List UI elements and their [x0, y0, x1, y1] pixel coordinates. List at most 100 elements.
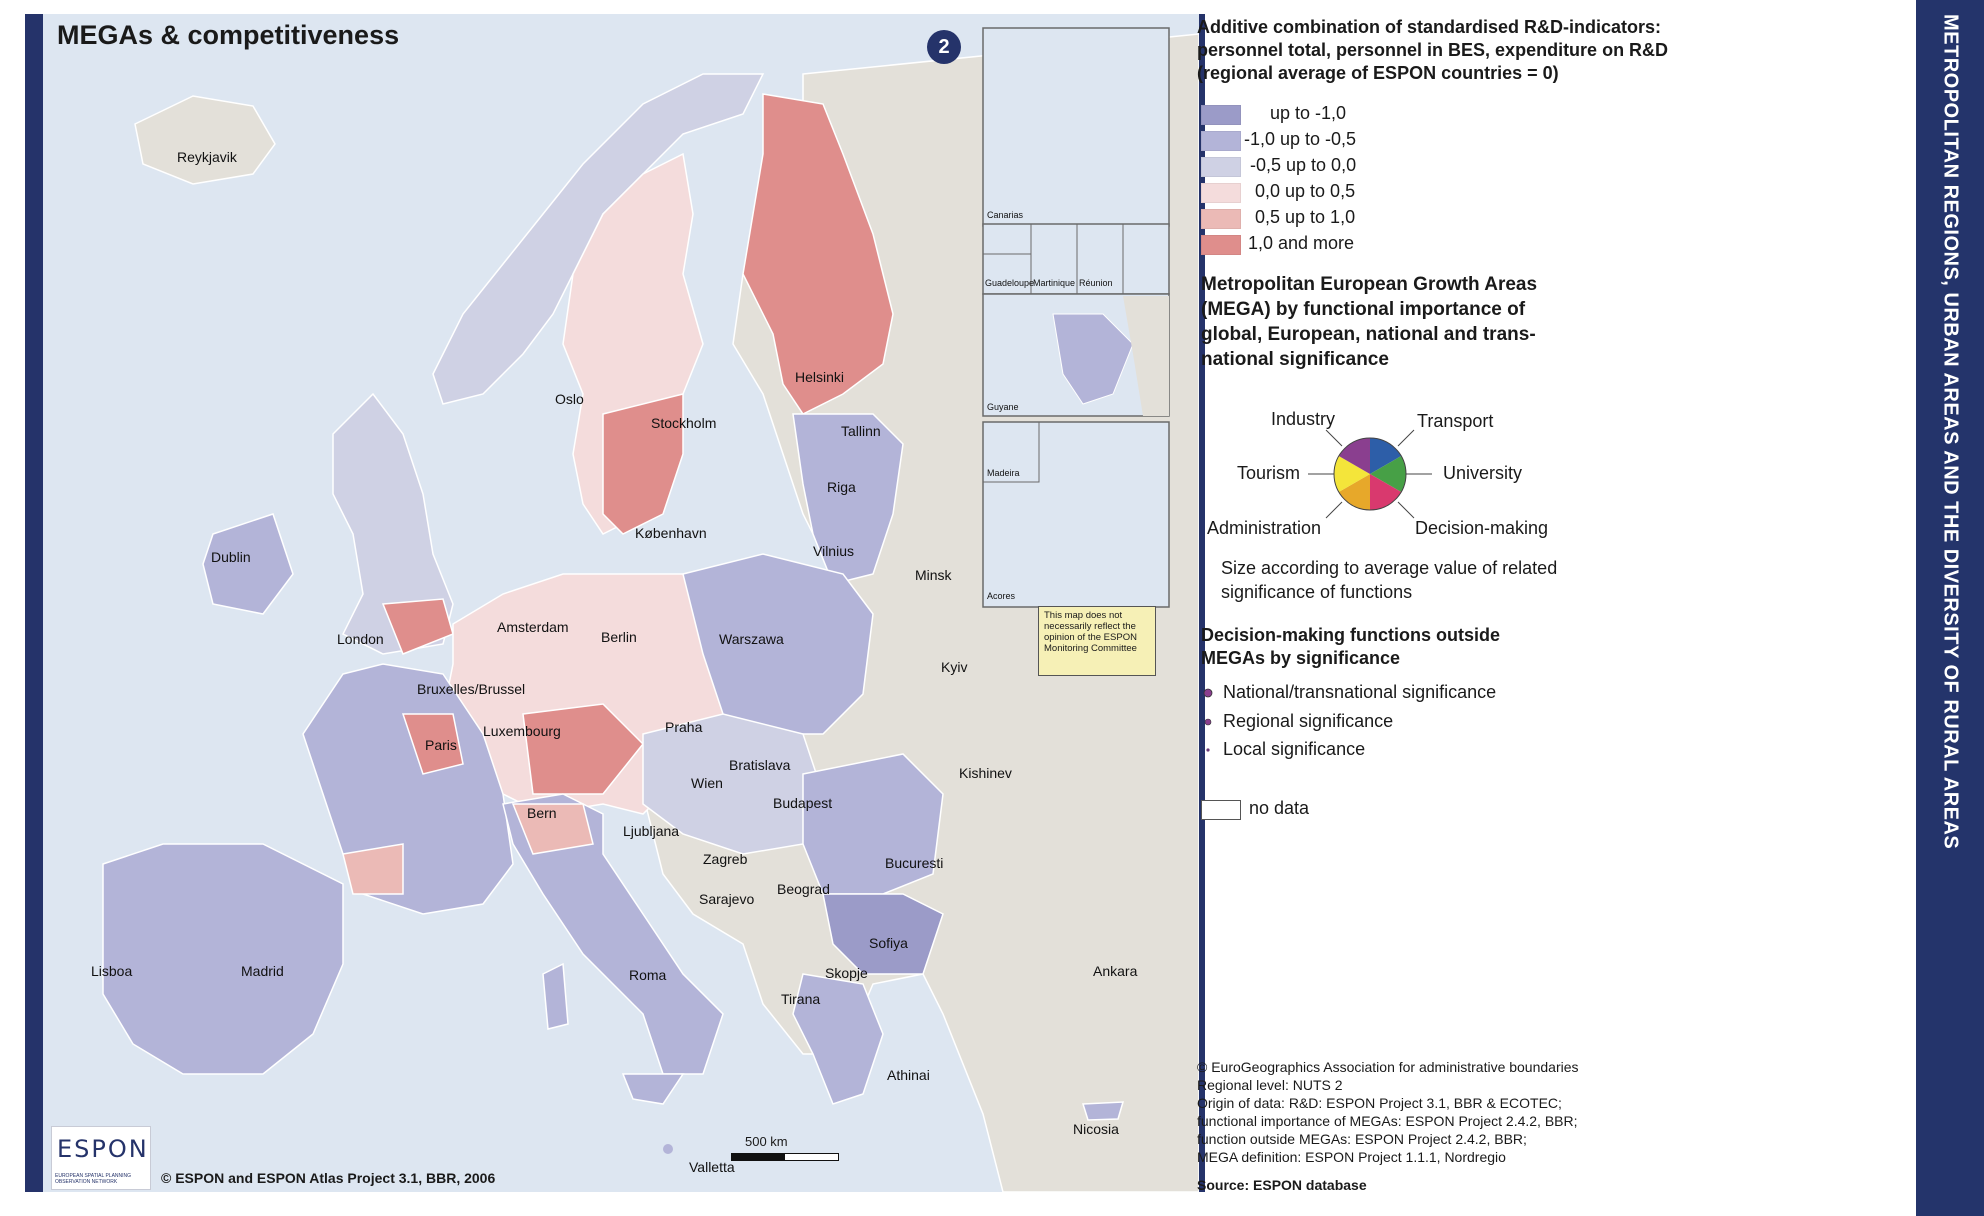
region-iberia	[102, 843, 344, 1075]
size-note: Size according to average value of relat…	[1221, 558, 1558, 602]
svg-text:Sofiya: Sofiya	[869, 935, 908, 951]
region-finland	[742, 93, 894, 415]
side-band-title: METROPOLITAN REGIONS, URBAN AREAS AND TH…	[1939, 14, 1962, 850]
svg-text:London: London	[337, 631, 384, 647]
class-swatch-1	[1201, 105, 1241, 125]
no-data-swatch	[1201, 800, 1241, 820]
region-baltics	[792, 413, 904, 585]
svg-text:Nicosia: Nicosia	[1073, 1121, 1119, 1137]
dm-item-regional: Regional significance	[1223, 711, 1394, 731]
region-italy	[502, 793, 724, 1075]
svg-text:Athinai: Athinai	[887, 1067, 930, 1083]
svg-text:Lisboa: Lisboa	[91, 963, 132, 979]
svg-text:Kishinev: Kishinev	[959, 765, 1012, 781]
espon-logo-subtitle: EUROPEAN SPATIAL PLANNING OBSERVATION NE…	[55, 1173, 132, 1185]
mega-legend-title: Metropolitan European Growth Areas (MEGA…	[1201, 274, 1538, 370]
pie-label-tourism: Tourism	[1237, 463, 1301, 483]
pie-slice-tourism	[1333, 456, 1370, 492]
svg-text:Zagreb: Zagreb	[703, 851, 748, 867]
espon-logo-word: ESPON	[57, 1135, 149, 1163]
map-copyright: © ESPON and ESPON Atlas Project 3.1, BBR…	[161, 1170, 496, 1186]
svg-text:Bucuresti: Bucuresti	[885, 855, 943, 871]
region-south-germany	[522, 703, 645, 795]
svg-text:Canarias: Canarias	[987, 210, 1024, 220]
region-ireland	[202, 513, 294, 615]
dm-markers	[1203, 688, 1213, 752]
island-sicily	[621, 1073, 685, 1105]
region-poland	[682, 553, 874, 735]
region-romania	[802, 753, 944, 895]
region-bulgaria	[822, 893, 944, 975]
region-north-italy	[511, 803, 594, 855]
map-title: MEGAs & competitiveness	[57, 20, 400, 50]
class-label-6: 1,0 and more	[1248, 233, 1355, 253]
svg-text:Ankara: Ankara	[1093, 963, 1138, 979]
svg-text:Riga: Riga	[827, 479, 856, 495]
dm-legend-title: Decision-making functions outside MEGAs …	[1201, 625, 1501, 668]
svg-text:Paris: Paris	[425, 737, 457, 753]
espon-logo: ESPON EUROPEAN SPATIAL PLANNING OBSERVAT…	[51, 1126, 151, 1190]
svg-text:Warszawa: Warszawa	[719, 631, 784, 647]
svg-text:Amsterdam: Amsterdam	[497, 619, 569, 635]
svg-text:Guadeloupe: Guadeloupe	[985, 278, 1034, 288]
pie-label-administration: Administration	[1207, 518, 1322, 538]
svg-text:Valletta: Valletta	[689, 1159, 735, 1175]
svg-text:Roma: Roma	[629, 967, 667, 983]
svg-text:Réunion: Réunion	[1079, 278, 1113, 288]
sheet-number-badge: 2	[927, 30, 961, 64]
svg-text:Stockholm: Stockholm	[651, 415, 716, 431]
dm-item-national: National/transnational significance	[1223, 682, 1497, 702]
island-malta	[663, 1144, 673, 1154]
svg-text:Oslo: Oslo	[555, 391, 584, 407]
class-label-5: 0,5 up to 1,0	[1255, 207, 1356, 227]
svg-text:Helsinki: Helsinki	[795, 369, 844, 385]
svg-text:Wien: Wien	[691, 775, 723, 791]
svg-text:Berlin: Berlin	[601, 629, 637, 645]
svg-text:Vilnius: Vilnius	[813, 543, 854, 559]
region-toulouse	[342, 843, 404, 895]
map-panel: Canarias Guadeloupe Martinique Réunion G…	[25, 14, 1205, 1192]
land-iceland	[134, 95, 276, 185]
svg-text:Guyane: Guyane	[987, 402, 1019, 412]
legend-panel: Additive combination of standardised R&D…	[1197, 0, 1897, 1216]
mega-pie-legend	[1308, 429, 1432, 519]
svg-text:Reykjavik: Reykjavik	[177, 149, 238, 165]
svg-text:Minsk: Minsk	[915, 567, 953, 583]
svg-text:Madrid: Madrid	[241, 963, 284, 979]
region-norway	[432, 73, 765, 405]
scale-bar	[731, 1153, 839, 1161]
class-label-4: 0,0 up to 0,5	[1255, 181, 1356, 201]
svg-text:Madeira: Madeira	[987, 468, 1020, 478]
region-south-sweden	[602, 393, 684, 535]
pie-label-industry: Industry	[1271, 409, 1336, 429]
class-swatch-4	[1201, 183, 1241, 203]
source-line: Source: ESPON database	[1197, 1177, 1367, 1193]
svg-text:Budapest: Budapest	[773, 795, 832, 811]
svg-text:Bruxelles/Brussel: Bruxelles/Brussel	[417, 681, 525, 697]
svg-text:Luxembourg: Luxembourg	[483, 723, 561, 739]
svg-text:Acores: Acores	[987, 591, 1016, 601]
island-cyprus	[1081, 1101, 1125, 1121]
svg-text:Skopje: Skopje	[825, 965, 868, 981]
credits: © EuroGeographics Association for admini…	[1197, 1059, 1579, 1165]
rd-legend-title: Additive combination of standardised R&D…	[1197, 17, 1669, 83]
class-label-2: -1,0 up to -0,5	[1244, 129, 1357, 149]
dm-item-local: Local significance	[1223, 739, 1366, 759]
pie-label-university: University	[1443, 463, 1523, 483]
region-uk	[332, 392, 454, 655]
class-swatch-6	[1201, 235, 1241, 255]
side-band: METROPOLITAN REGIONS, URBAN AREAS AND TH…	[1916, 0, 1984, 1216]
class-label-3: -0,5 up to 0,0	[1250, 155, 1357, 175]
class-swatch-5	[1201, 209, 1241, 229]
region-greece	[792, 973, 884, 1105]
class-label-1: up to -1,0	[1270, 103, 1347, 123]
city-labels: Reykjavik Oslo Stockholm Helsinki Tallin…	[91, 149, 1138, 1175]
pie-slice-university	[1370, 456, 1407, 492]
pie-label-transport: Transport	[1417, 411, 1494, 431]
disclaimer-box: This map does not necessarily reflect th…	[1038, 606, 1156, 676]
europe-map: Canarias Guadeloupe Martinique Réunion G…	[91, 27, 1199, 1192]
svg-text:Praha: Praha	[665, 719, 703, 735]
class-swatch-2	[1201, 131, 1241, 151]
svg-text:Tallinn: Tallinn	[841, 423, 881, 439]
region-paris	[401, 713, 464, 775]
